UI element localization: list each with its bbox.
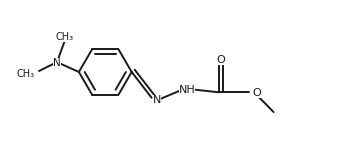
Text: O: O (253, 88, 262, 98)
Text: N: N (53, 58, 61, 68)
Text: NH: NH (178, 85, 195, 95)
Text: N: N (153, 95, 161, 105)
Text: O: O (216, 55, 225, 65)
Text: CH₃: CH₃ (17, 69, 35, 79)
Text: CH₃: CH₃ (56, 32, 74, 42)
